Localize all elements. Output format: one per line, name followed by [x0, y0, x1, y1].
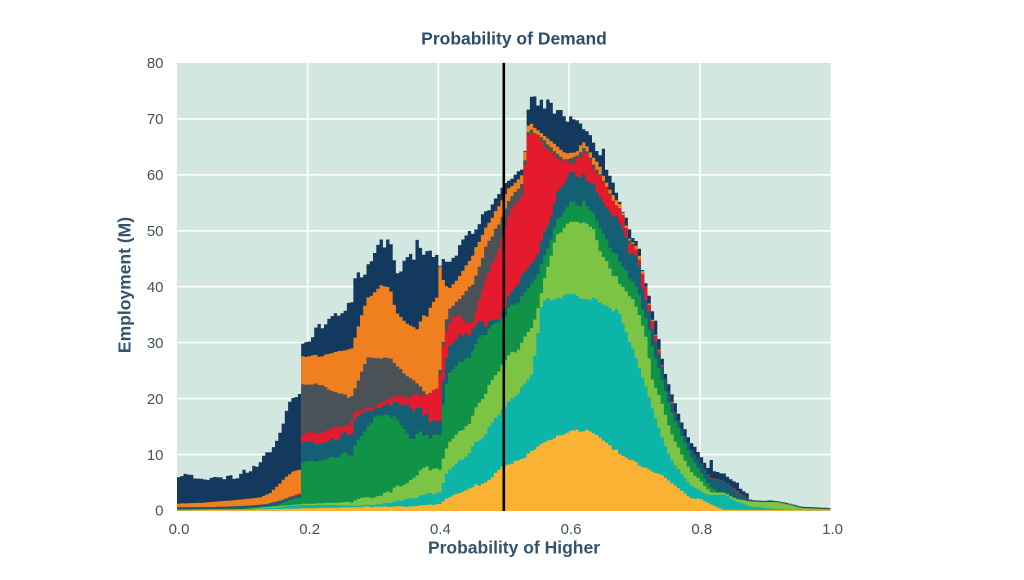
svg-text:20: 20: [147, 391, 164, 408]
svg-text:0.0: 0.0: [169, 521, 190, 538]
svg-text:10: 10: [147, 447, 164, 464]
svg-text:1.0: 1.0: [822, 521, 843, 538]
svg-text:0: 0: [155, 503, 163, 520]
svg-text:0.8: 0.8: [691, 521, 712, 538]
svg-text:Probability of Higher: Probability of Higher: [428, 538, 600, 558]
svg-text:Employment (M): Employment (M): [115, 217, 135, 353]
svg-text:60: 60: [147, 167, 164, 184]
svg-text:50: 50: [147, 223, 164, 240]
svg-text:0.6: 0.6: [561, 521, 582, 538]
svg-text:Probability of Demand: Probability of Demand: [421, 29, 607, 49]
svg-text:80: 80: [147, 55, 164, 72]
svg-text:40: 40: [147, 279, 164, 296]
svg-text:0.2: 0.2: [299, 521, 320, 538]
svg-text:30: 30: [147, 335, 164, 352]
svg-text:0.4: 0.4: [430, 521, 451, 538]
svg-text:70: 70: [147, 111, 164, 128]
